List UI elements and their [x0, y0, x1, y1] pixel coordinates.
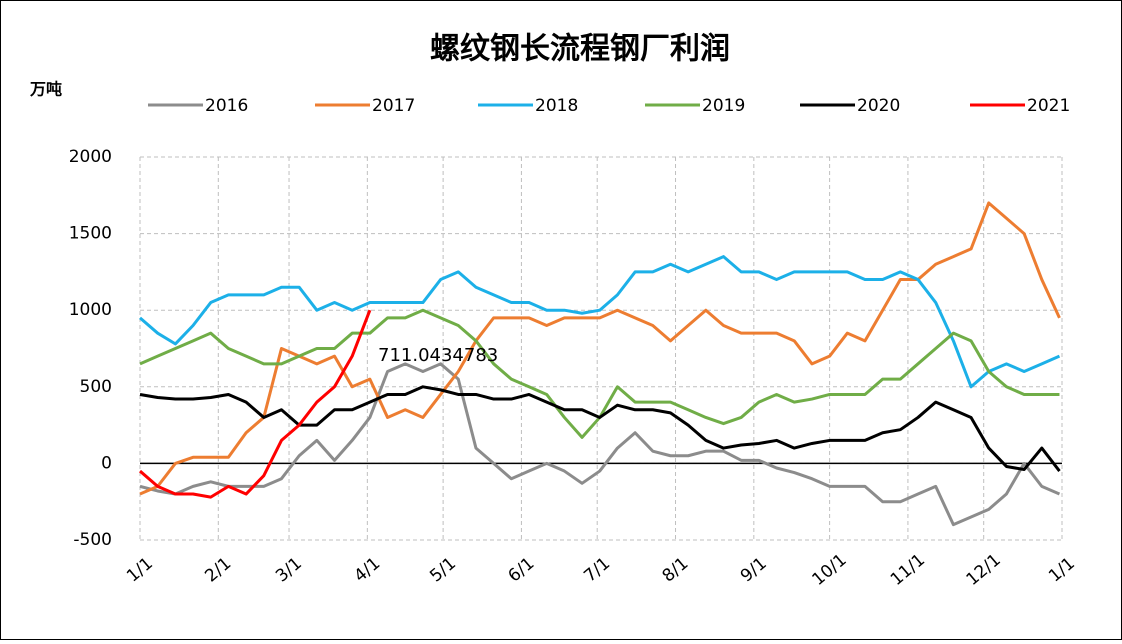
legend-label: 2018 — [535, 96, 578, 116]
legend-label: 2020 — [857, 96, 900, 116]
y-tick-label: -500 — [73, 530, 112, 550]
legend-label: 2016 — [205, 96, 248, 116]
annotation: 711.0434783 — [378, 345, 498, 366]
legend-label: 2017 — [372, 96, 415, 116]
y-tick-label: 1500 — [69, 224, 112, 244]
y-tick-label: 2000 — [69, 147, 112, 167]
series-line — [139, 362, 1061, 527]
y-tick-label: 1000 — [69, 300, 112, 320]
y-tick-label: 0 — [101, 453, 112, 473]
chart-title: 螺纹钢长流程钢厂利润 — [430, 32, 730, 67]
legend-label: 2021 — [1027, 96, 1070, 116]
series-line — [139, 385, 1061, 472]
series-line — [139, 255, 1061, 389]
series-line — [139, 309, 372, 499]
y-tick-label: 500 — [80, 377, 112, 397]
y-axis-label: 万吨 — [29, 80, 62, 99]
series-line — [139, 201, 1061, 496]
legend-label: 2019 — [702, 96, 745, 116]
